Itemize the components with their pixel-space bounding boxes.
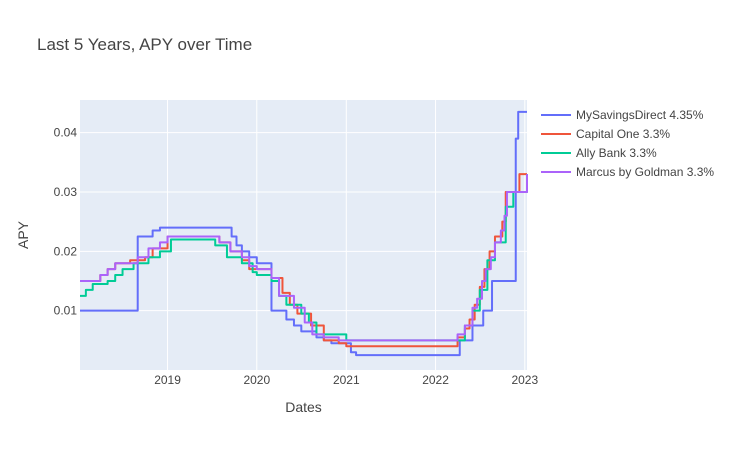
legend: MySavingsDirect 4.35% Capital One 3.3% All… — [541, 108, 714, 179]
series-line-mysavingsdirect-4-35 — [80, 110, 527, 357]
y-tick-label: 0.02 — [54, 244, 78, 258]
y-tick-labels: 0.01 0.02 0.03 0.04 — [54, 126, 78, 318]
y-axis-label: APY — [15, 220, 31, 249]
x-tick-label: 2022 — [422, 373, 449, 387]
x-axis-label: Dates — [285, 399, 322, 415]
plot-area — [80, 100, 527, 370]
x-tick-label: 2021 — [333, 373, 360, 387]
x-tick-labels: 2019 2020 2021 2022 2023 — [154, 373, 538, 387]
x-tick-label: 2023 — [511, 373, 538, 387]
legend-label-marcus-by-goldman-3-3: Marcus by Goldman 3.3% — [576, 165, 714, 179]
x-gridlines — [167, 100, 526, 370]
series-lines — [80, 110, 528, 357]
y-tick-label: 0.04 — [54, 126, 78, 140]
y-tick-label: 0.03 — [54, 185, 78, 199]
legend-label-ally-bank-3-3: Ally Bank 3.3% — [576, 146, 657, 160]
series-line-marcus-by-goldman-3-3 — [80, 174, 528, 342]
x-tick-label: 2020 — [243, 373, 270, 387]
chart-title: Last 5 Years, APY over Time — [37, 35, 252, 54]
x-tick-label: 2019 — [154, 373, 181, 387]
y-gridlines — [80, 132, 527, 312]
legend-label-mysavingsdirect-4-35: MySavingsDirect 4.35% — [576, 108, 704, 122]
legend-label-capital-one-3-3: Capital One 3.3% — [576, 127, 670, 141]
y-tick-label: 0.01 — [54, 304, 78, 318]
